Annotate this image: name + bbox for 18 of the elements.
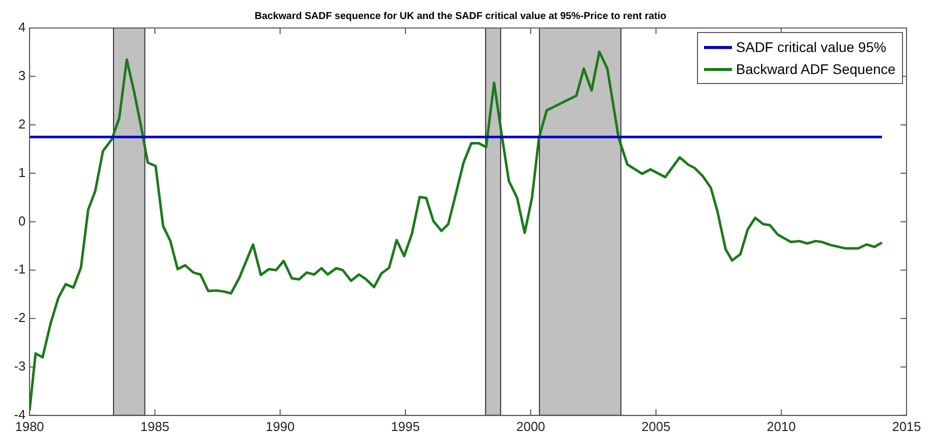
x-tick-label: 1985 <box>140 418 170 434</box>
y-tick-label: 0 <box>18 213 26 228</box>
y-tick-label: -3 <box>14 358 26 374</box>
x-tick-label: 1990 <box>266 418 295 434</box>
y-tick-label: 4 <box>18 20 26 35</box>
x-tick-label: 2005 <box>642 418 670 434</box>
x-tick-label: 2010 <box>766 418 796 434</box>
y-tick-label: 1 <box>18 164 26 180</box>
y-tick-label: -2 <box>14 310 26 326</box>
x-tick-label: 2000 <box>516 418 546 434</box>
x-tick-label: 1995 <box>390 418 420 434</box>
legend-label: SADF critical value 95% <box>736 38 886 57</box>
chart-title: Backward SADF sequence for UK and the SADF critical value at 95%-Price to rent ratio <box>254 10 666 22</box>
y-tick-label: 2 <box>18 116 26 132</box>
legend-label: Backward ADF Sequence <box>736 60 896 79</box>
x-tick-label: 2015 <box>892 418 921 434</box>
y-tick-label: -1 <box>14 262 26 277</box>
y-tick-label: 3 <box>18 68 26 84</box>
